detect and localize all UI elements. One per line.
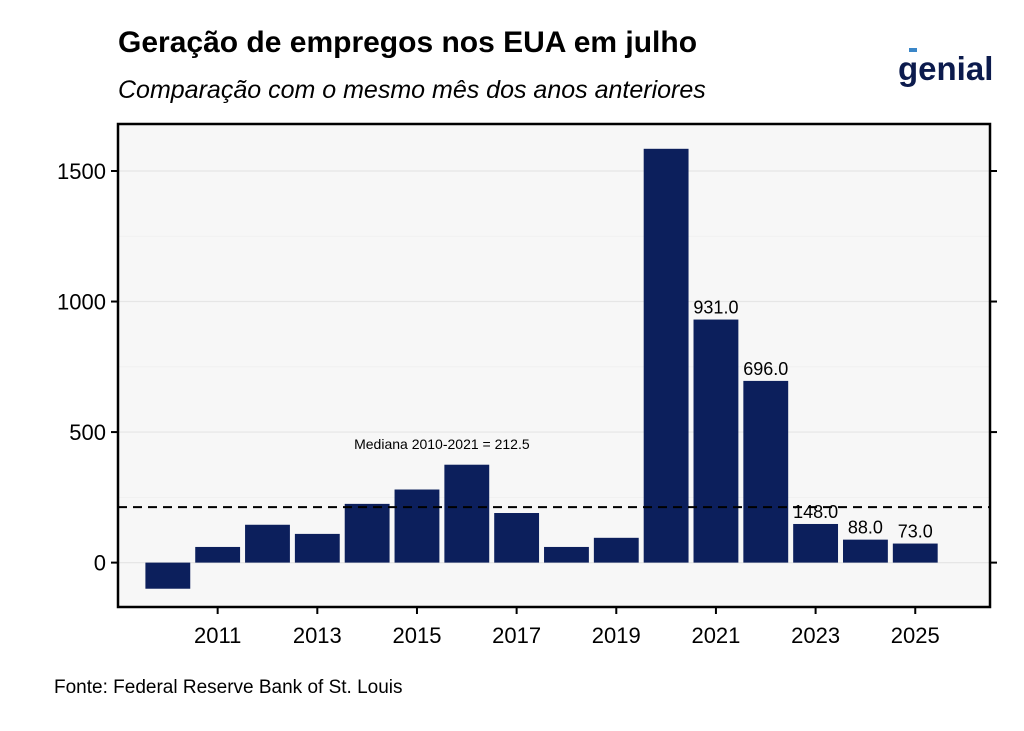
bar-2025 (892, 543, 938, 563)
source-note: Fonte: Federal Reserve Bank of St. Louis (54, 677, 403, 698)
x-tick-label: 2021 (691, 623, 740, 648)
y-tick-label: 0 (94, 551, 106, 576)
x-tick-label: 2017 (492, 623, 541, 648)
bar-2012 (245, 524, 290, 563)
logo-wordmark: genial (898, 50, 993, 87)
x-tick-label: 2013 (293, 623, 342, 648)
x-tick-label: 2023 (791, 623, 840, 648)
data-label-2025: 73.0 (898, 522, 933, 542)
data-label-2023: 148.0 (793, 502, 838, 522)
data-label-2021: 931.0 (693, 298, 738, 318)
bar-2017 (494, 513, 540, 563)
bar-2016 (444, 464, 490, 563)
y-tick-label: 1000 (57, 290, 106, 315)
logo-accent-mark (909, 48, 917, 52)
x-tick-label: 2019 (592, 623, 641, 648)
bar-2015 (394, 489, 440, 563)
bar-2022 (743, 380, 789, 563)
bar-2024 (843, 539, 888, 563)
data-label-2022: 696.0 (743, 359, 788, 379)
bar-2011 (195, 546, 241, 563)
bar-2010 (145, 562, 191, 589)
bar-2023 (793, 523, 839, 563)
y-axis: 0 500 1000 1500 (57, 159, 997, 576)
bars (145, 148, 938, 589)
x-axis: 2011 2013 2015 2017 2019 2021 2023 2025 (194, 607, 940, 648)
bar-2014 (344, 503, 390, 563)
bar-2019 (593, 537, 639, 563)
data-label-2024: 88.0 (848, 518, 883, 538)
plot-frame (116, 122, 992, 609)
bar-2021 (693, 319, 739, 563)
x-tick-label: 2025 (891, 623, 940, 648)
x-tick-label: 2015 (392, 623, 441, 648)
y-tick-label: 500 (69, 420, 106, 445)
chart-title: Geração de empregos nos EUA em julho (118, 26, 698, 59)
bar-2018 (544, 546, 589, 563)
bar-2020 (643, 148, 689, 563)
chart-subtitle: Comparação com o mesmo mês dos anos ante… (118, 76, 706, 104)
bar-2013 (294, 533, 340, 563)
data-labels: 931.0 696.0 148.0 88.0 73.0 (693, 298, 932, 542)
x-tick-label: 2011 (194, 623, 241, 648)
median-annotation: Mediana 2010-2021 = 212.5 (354, 436, 530, 452)
genial-logo: genial (898, 48, 993, 87)
y-tick-label: 1500 (57, 159, 106, 184)
